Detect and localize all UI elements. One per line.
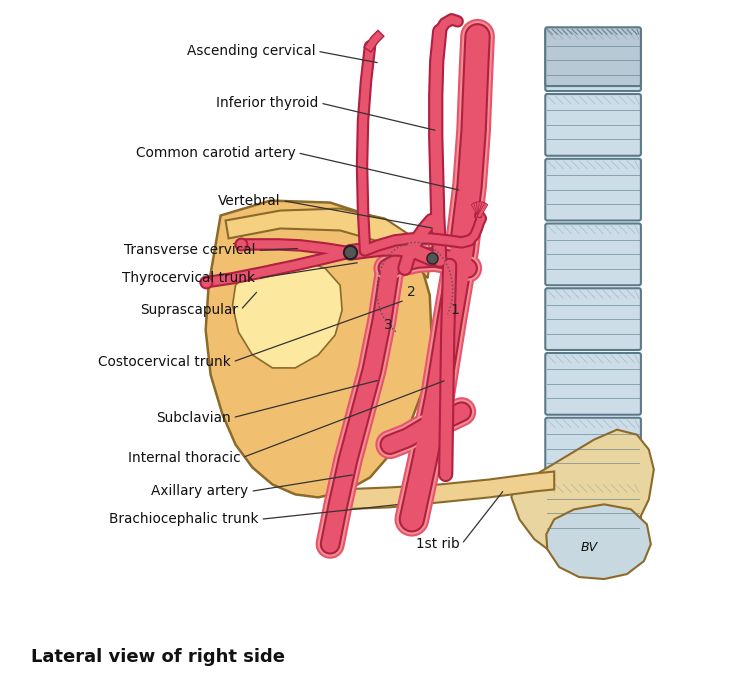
FancyBboxPatch shape <box>545 482 641 545</box>
Text: Inferior thyroid: Inferior thyroid <box>216 96 318 110</box>
Polygon shape <box>233 261 342 368</box>
Polygon shape <box>205 200 432 498</box>
Polygon shape <box>512 430 654 567</box>
FancyBboxPatch shape <box>545 29 641 91</box>
FancyBboxPatch shape <box>545 27 641 86</box>
Text: 2: 2 <box>408 285 416 299</box>
Text: Suprascapular: Suprascapular <box>141 303 238 317</box>
Text: Ascending cervical: Ascending cervical <box>187 44 315 58</box>
Text: 3: 3 <box>383 318 392 332</box>
Text: Axillary artery: Axillary artery <box>152 484 249 498</box>
Text: 1st rib: 1st rib <box>416 537 459 551</box>
Text: BV: BV <box>581 540 598 553</box>
Polygon shape <box>225 209 430 278</box>
FancyBboxPatch shape <box>545 223 641 285</box>
FancyBboxPatch shape <box>545 417 641 480</box>
Text: Brachiocephalic trunk: Brachiocephalic trunk <box>109 512 258 527</box>
FancyBboxPatch shape <box>545 159 641 220</box>
Polygon shape <box>546 504 651 579</box>
Text: Transverse cervical: Transverse cervical <box>124 243 255 257</box>
Text: 1: 1 <box>450 303 459 317</box>
Text: Common carotid artery: Common carotid artery <box>135 146 295 160</box>
Text: Internal thoracic: Internal thoracic <box>128 451 241 464</box>
Text: Thyrocervical trunk: Thyrocervical trunk <box>122 272 255 285</box>
Text: Vertebral: Vertebral <box>218 193 280 207</box>
Text: Costocervical trunk: Costocervical trunk <box>98 355 230 369</box>
Polygon shape <box>340 471 554 509</box>
Text: Lateral view of right side: Lateral view of right side <box>32 647 286 665</box>
Text: Subclavian: Subclavian <box>156 410 230 425</box>
FancyBboxPatch shape <box>545 94 641 155</box>
FancyBboxPatch shape <box>545 288 641 350</box>
FancyBboxPatch shape <box>545 353 641 415</box>
